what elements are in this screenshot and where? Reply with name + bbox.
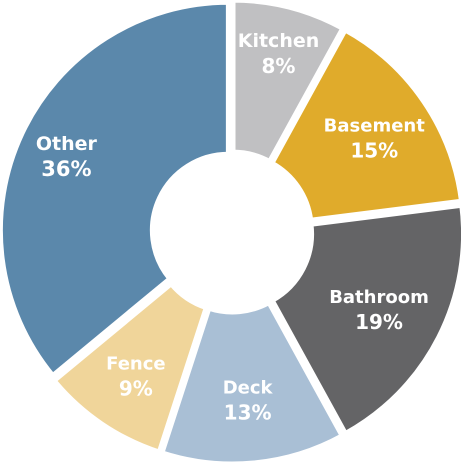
slice-label-kitchen: Kitchen <box>238 30 320 52</box>
slice-value-basement: 15% <box>350 138 398 162</box>
slice-kitchen <box>230 0 346 165</box>
slice-value-other: 36% <box>41 157 91 181</box>
slice-label-fence: Fence <box>106 353 165 374</box>
slice-fence <box>51 281 209 455</box>
slice-value-fence: 9% <box>119 376 153 400</box>
slice-deck <box>159 300 345 464</box>
slice-value-bathroom: 19% <box>355 310 403 334</box>
slice-other <box>0 0 231 379</box>
slice-value-deck: 13% <box>224 400 272 424</box>
slice-basement <box>269 27 461 223</box>
slice-value-kitchen: 8% <box>262 54 296 78</box>
slice-bathroom <box>269 202 461 437</box>
slice-label-deck: Deck <box>223 377 274 398</box>
slice-label-bathroom: Bathroom <box>329 287 429 308</box>
slice-label-basement: Basement <box>324 115 426 136</box>
slice-label-other: Other <box>36 133 98 155</box>
